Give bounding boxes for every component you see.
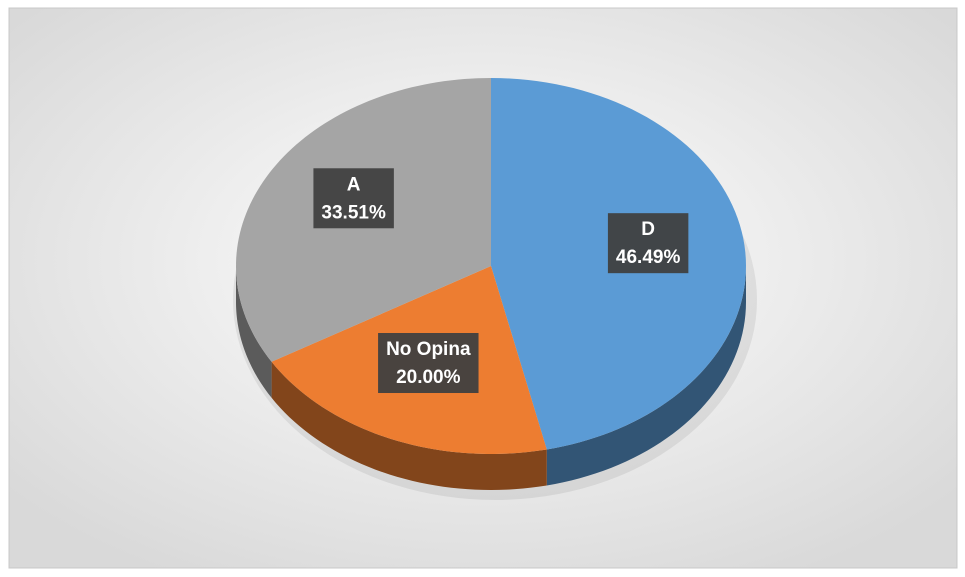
label-box [313,168,394,229]
data-label [378,333,479,394]
slice-side [546,266,746,486]
label-value: 33.51% [321,202,386,223]
label-value: 20.00% [396,367,461,388]
data-label [313,168,394,229]
label-category: A [347,174,361,195]
slice-side [271,361,547,490]
label-value: 46.49% [616,247,681,268]
slice-side [236,266,272,398]
label-box [378,333,479,394]
label-box [607,213,689,274]
label-category: D [641,219,655,240]
label-category: No Opina [386,339,471,360]
data-label [607,213,689,274]
